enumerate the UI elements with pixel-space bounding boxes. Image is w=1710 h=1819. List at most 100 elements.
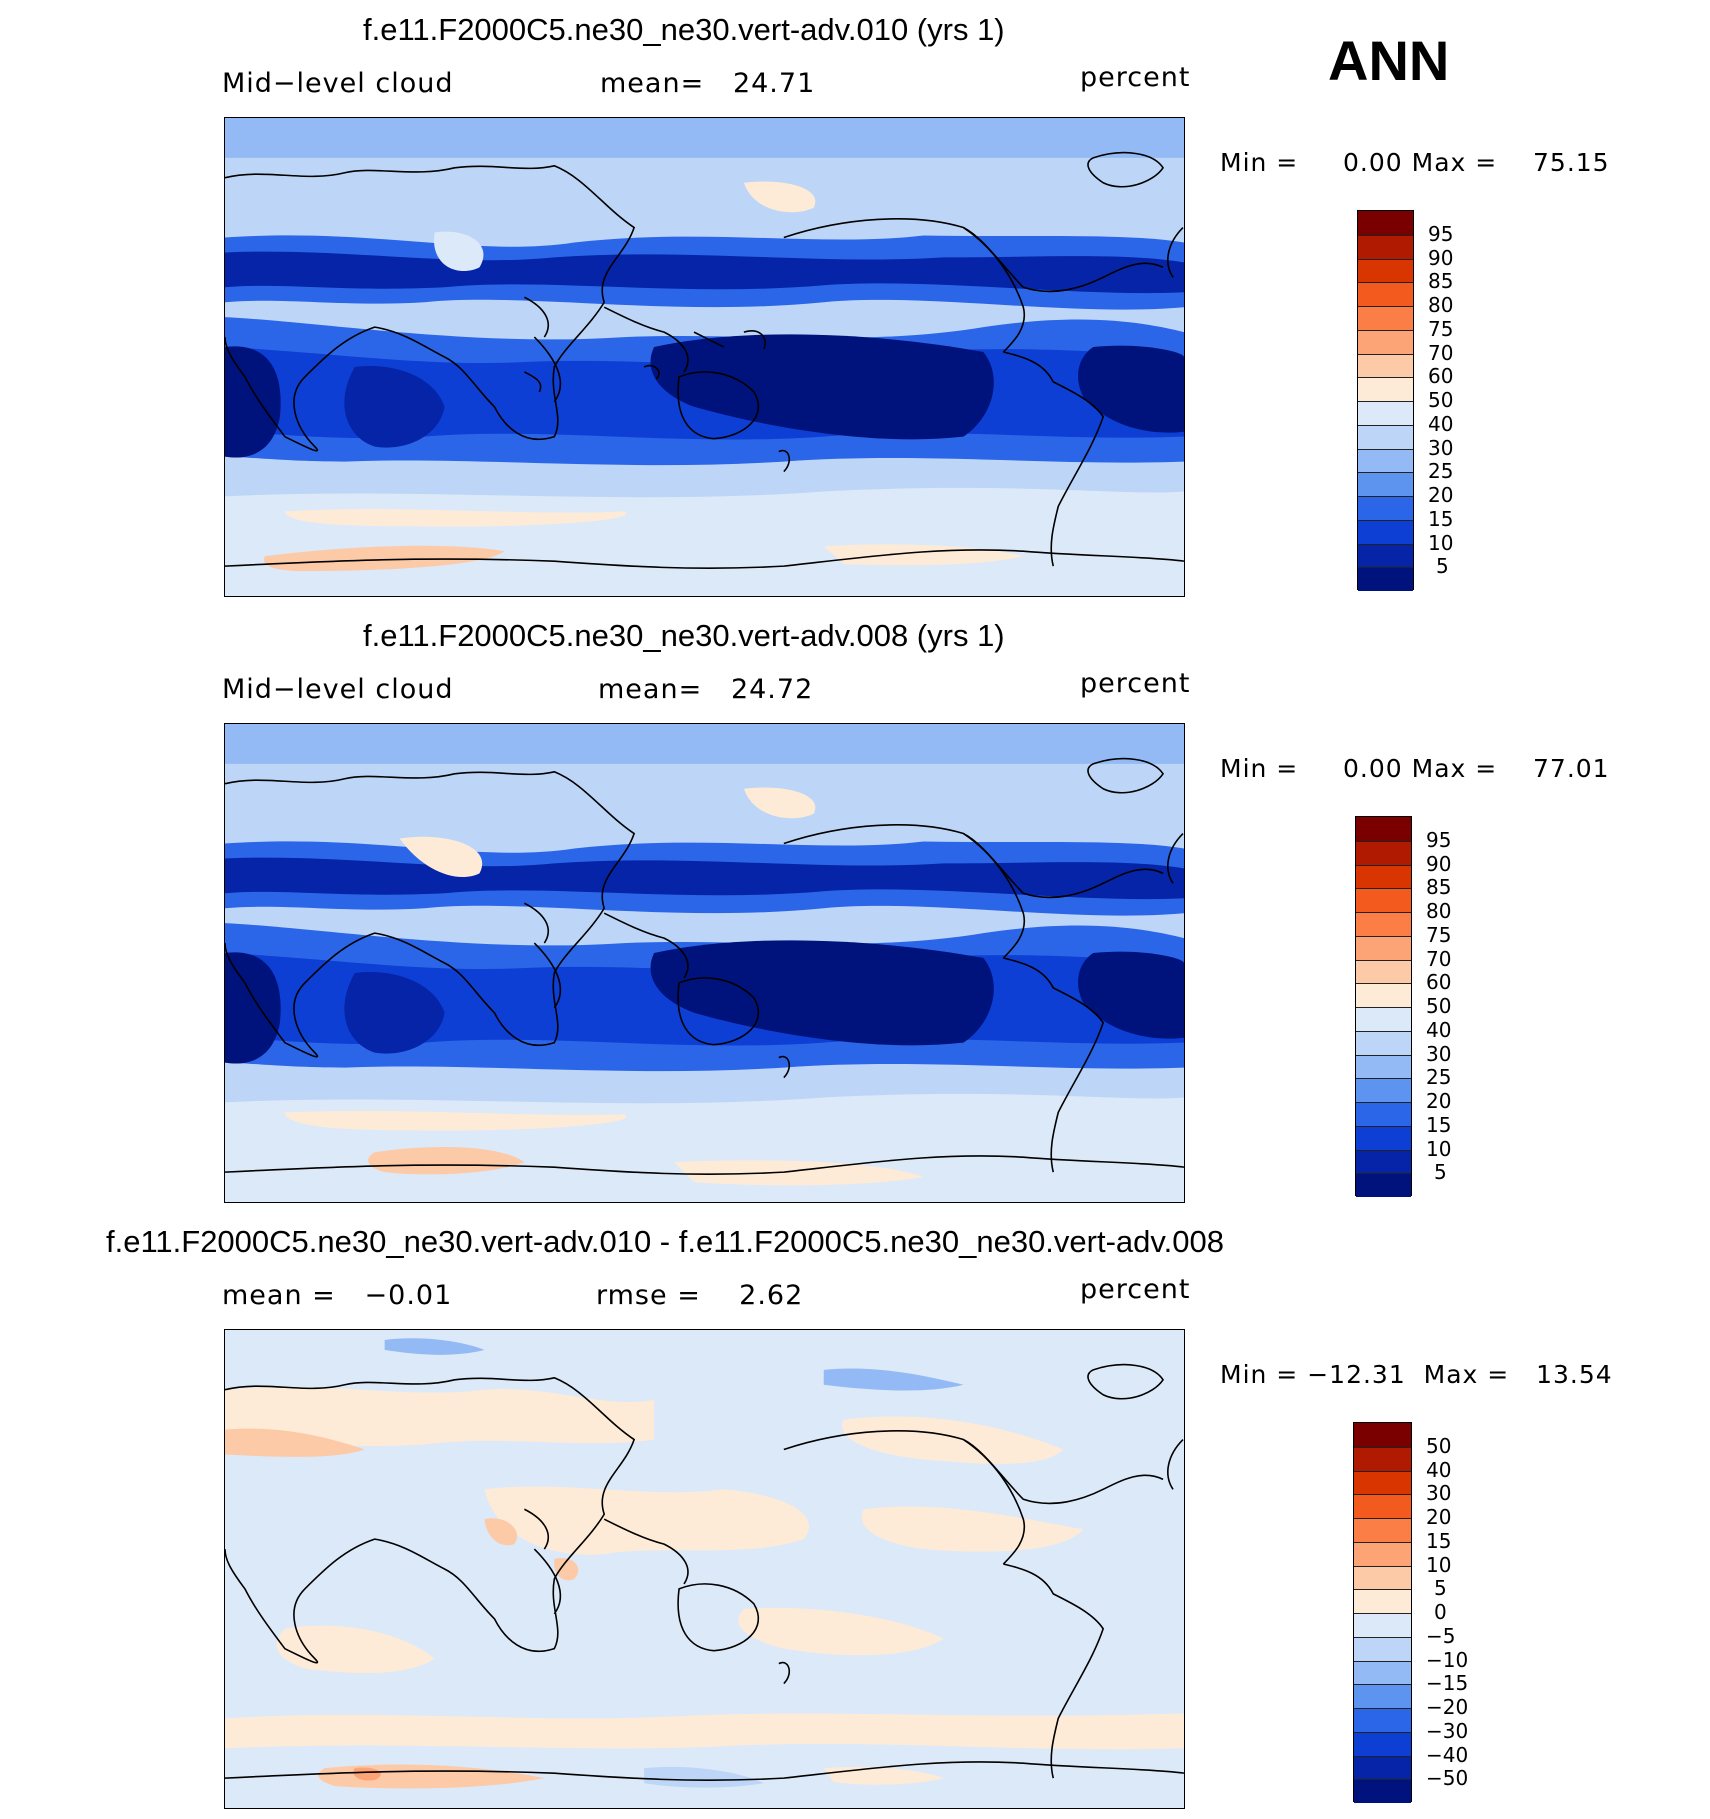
panel-3-contour-field xyxy=(225,1330,1184,1808)
panel-2-mean-label: mean= 24.72 xyxy=(598,674,814,705)
colorbar-swatch xyxy=(1354,1613,1411,1637)
colorbar-level-label: 80 xyxy=(1428,293,1454,317)
colorbar-level-label: 10 xyxy=(1426,1552,1452,1577)
colorbar-swatch xyxy=(1358,543,1413,568)
colorbar-swatch xyxy=(1356,864,1411,889)
panel-2-map xyxy=(224,723,1185,1203)
colorbar-swatch xyxy=(1358,496,1413,520)
panel-1-mean-value: 24.71 xyxy=(732,68,816,99)
colorbar-level-label: 30 xyxy=(1426,1481,1452,1506)
panel-3-mean-label: mean = −0.01 xyxy=(222,1280,453,1311)
panel-1-title: f.e11.F2000C5.ne30_ne30.vert-adv.010 (yr… xyxy=(363,12,1005,47)
colorbar-level-label: 15 xyxy=(1426,1112,1452,1137)
colorbar-level-label: 15 xyxy=(1428,506,1454,531)
colorbar-level-label: 95 xyxy=(1426,827,1452,852)
colorbar-swatch xyxy=(1354,1518,1411,1542)
colorbar-swatch xyxy=(1356,817,1411,841)
panel-2-coastlines xyxy=(225,757,1184,1175)
panel-1-units: percent xyxy=(1080,62,1191,93)
colorbar-level-label: −30 xyxy=(1426,1718,1469,1743)
colorbar-level-label: 10 xyxy=(1428,530,1454,555)
colorbar-level-label: −5 xyxy=(1426,1623,1456,1648)
panel-3-map xyxy=(224,1329,1185,1809)
panel-1-mean-label: mean= 24.71 xyxy=(600,68,816,99)
panel-1-variable-label: Mid−level cloud xyxy=(222,68,454,99)
panel-1-colorbar-box xyxy=(1357,210,1414,591)
panel-3-rmse-value: 2.62 xyxy=(739,1280,804,1311)
colorbar-swatch xyxy=(1356,1030,1411,1055)
colorbar-level-label: 60 xyxy=(1426,970,1452,995)
colorbar-swatch xyxy=(1356,888,1411,912)
panel-1-coastlines xyxy=(225,151,1184,569)
panel-2-contour-field xyxy=(225,724,1184,1202)
colorbar-swatch xyxy=(1356,1054,1411,1079)
panel-1-contour-field xyxy=(225,118,1184,596)
colorbar-level-label: 40 xyxy=(1426,1017,1452,1042)
colorbar-swatch xyxy=(1356,935,1411,960)
colorbar-swatch xyxy=(1358,472,1413,496)
colorbar-level-label: 15 xyxy=(1426,1528,1452,1553)
colorbar-swatch xyxy=(1358,329,1413,354)
colorbar-level-label: 60 xyxy=(1428,364,1454,389)
panel-3-title: f.e11.F2000C5.ne30_ne30.vert-adv.010 - f… xyxy=(106,1224,1224,1259)
colorbar-level-label: 30 xyxy=(1426,1041,1452,1066)
colorbar-swatch xyxy=(1354,1708,1411,1732)
colorbar-level-label: 20 xyxy=(1426,1505,1452,1529)
colorbar-level-label: 90 xyxy=(1428,245,1454,270)
colorbar-level-label: 95 xyxy=(1428,221,1454,246)
colorbar-swatch xyxy=(1354,1423,1411,1447)
panel-1-map xyxy=(224,117,1185,597)
colorbar-swatch xyxy=(1354,1755,1411,1780)
panel-2-colorbar-box xyxy=(1355,816,1412,1197)
season-label: ANN xyxy=(1328,29,1450,92)
colorbar-swatch xyxy=(1356,1125,1411,1150)
panel-3-mean-value: −0.01 xyxy=(364,1280,453,1311)
colorbar-level-label: 70 xyxy=(1428,340,1454,365)
panel-2-units: percent xyxy=(1080,668,1191,699)
panel-3-rmse-label: rmse = 2.62 xyxy=(596,1280,804,1311)
colorbar-level-label: 80 xyxy=(1426,899,1452,923)
colorbar-swatch xyxy=(1358,306,1413,330)
panel-2-minmax: Min = 0.00 Max = 77.01 xyxy=(1220,754,1610,783)
colorbar-swatch xyxy=(1358,211,1413,235)
colorbar-level-label: −40 xyxy=(1426,1742,1469,1767)
panel-3-minmax: Min = −12.31 Max = 13.54 xyxy=(1220,1360,1613,1389)
colorbar-swatch xyxy=(1356,1173,1411,1197)
colorbar-swatch xyxy=(1356,1007,1411,1031)
colorbar-swatch xyxy=(1356,1102,1411,1126)
colorbar-level-label: 85 xyxy=(1426,875,1452,900)
colorbar-swatch xyxy=(1358,424,1413,449)
colorbar-swatch xyxy=(1356,959,1411,984)
colorbar-level-label: 25 xyxy=(1426,1065,1452,1090)
colorbar-swatch xyxy=(1356,912,1411,936)
colorbar-level-label: 20 xyxy=(1428,483,1454,507)
colorbar-swatch xyxy=(1354,1446,1411,1471)
colorbar-level-label: 20 xyxy=(1426,1089,1452,1113)
colorbar-swatch xyxy=(1354,1636,1411,1661)
colorbar-level-label: 5 xyxy=(1434,1576,1447,1601)
panel-2-mean-value: 24.72 xyxy=(730,674,814,705)
colorbar-swatch xyxy=(1356,983,1411,1007)
colorbar-swatch xyxy=(1354,1731,1411,1756)
panel-2-variable-label: Mid−level cloud xyxy=(222,674,454,705)
colorbar-swatch xyxy=(1354,1565,1411,1590)
colorbar-level-label: 0 xyxy=(1434,1600,1447,1624)
colorbar-level-label: 50 xyxy=(1428,388,1454,412)
colorbar-level-label: 50 xyxy=(1426,1433,1452,1458)
colorbar-level-label: −15 xyxy=(1426,1671,1469,1696)
colorbar-level-label: 40 xyxy=(1426,1457,1452,1482)
colorbar-swatch xyxy=(1356,1078,1411,1102)
colorbar-level-label: 70 xyxy=(1426,946,1452,971)
colorbar-swatch xyxy=(1356,840,1411,865)
panel-3-coastlines xyxy=(225,1363,1184,1781)
panel-2-title: f.e11.F2000C5.ne30_ne30.vert-adv.008 (yr… xyxy=(363,618,1005,653)
colorbar-swatch xyxy=(1358,258,1413,283)
colorbar-level-label: −10 xyxy=(1426,1647,1469,1672)
colorbar-swatch xyxy=(1354,1589,1411,1613)
colorbar-swatch xyxy=(1358,234,1413,259)
colorbar-level-label: 10 xyxy=(1426,1136,1452,1161)
colorbar-level-label: −50 xyxy=(1426,1766,1469,1791)
colorbar-swatch xyxy=(1354,1541,1411,1566)
colorbar-swatch xyxy=(1354,1684,1411,1708)
colorbar-level-label: 85 xyxy=(1428,269,1454,294)
